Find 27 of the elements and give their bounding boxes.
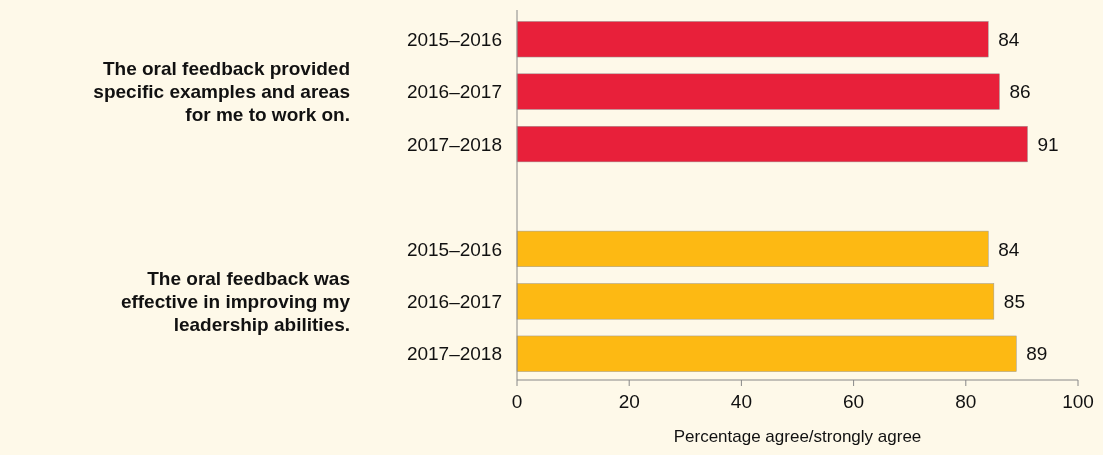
bar — [516, 126, 1028, 163]
y-tick-label: 2015–2016 — [406, 28, 502, 50]
x-tick-label: 0 — [511, 391, 523, 412]
data-label: 85 — [1003, 291, 1025, 313]
x-tick-label: 60 — [843, 391, 865, 412]
y-tick-label: 2015–2016 — [406, 238, 502, 260]
text: The oral feedback was effective in improving my leadership abilities. — [120, 268, 351, 336]
y-tick-label: 2016–2017 — [406, 291, 502, 313]
data-label: 84 — [998, 238, 1020, 260]
x-tick-label: 100 — [1062, 391, 1094, 412]
data-label: 86 — [1009, 81, 1031, 103]
y-tick-label: 2016–2017 — [406, 81, 502, 103]
y-tick-label: 2017–2018 — [406, 133, 502, 155]
data-label: 89 — [1026, 343, 1048, 365]
x-tick-label: 20 — [618, 391, 640, 412]
data-label: 91 — [1037, 133, 1059, 155]
data-label: 84 — [998, 28, 1020, 50]
x-axis-title: Percentage agree/strongly agree — [673, 427, 922, 446]
text: The oral feedback provided specific examples and areas for me to work on. — [93, 58, 350, 126]
bar — [516, 73, 1000, 110]
x-tick-label: 80 — [955, 391, 977, 412]
bar — [516, 283, 995, 320]
y-tick-label: 2017–2018 — [406, 343, 502, 365]
bar — [516, 21, 989, 58]
bar — [516, 335, 1017, 372]
x-tick-label: 40 — [730, 391, 752, 412]
bar — [516, 230, 989, 267]
